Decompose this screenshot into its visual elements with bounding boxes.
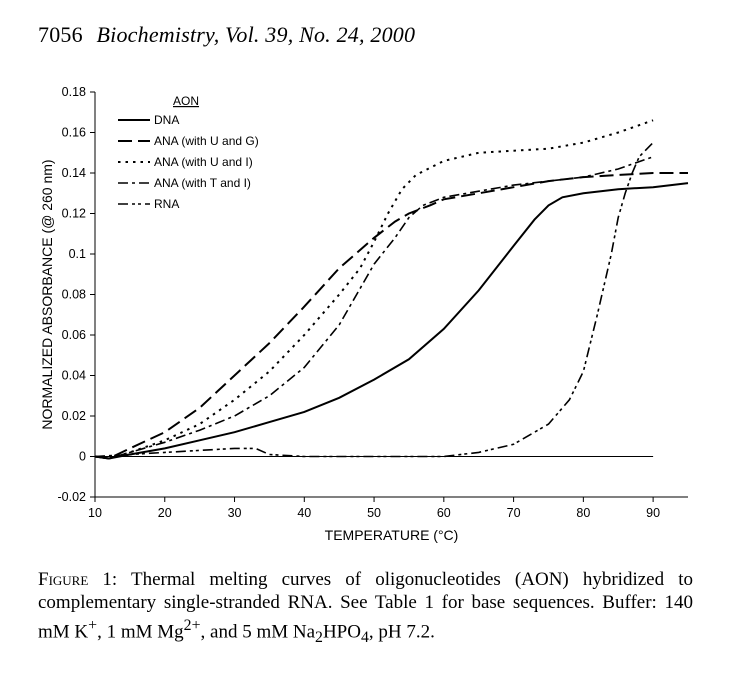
- series-line-1: [94, 182, 689, 460]
- y-tick-label: -0.02: [58, 490, 87, 504]
- y-tick-label: 0.06: [62, 328, 86, 342]
- series-line-5: [94, 142, 654, 458]
- x-tick-label: 50: [367, 506, 381, 520]
- y-tick-label: 0.04: [62, 369, 86, 383]
- caption-hpo: HPO: [322, 621, 361, 643]
- series-line-2: [94, 172, 688, 460]
- y-tick-label: 0.08: [62, 288, 86, 302]
- series-line-4: [94, 156, 654, 460]
- caption-label: Figure 1:: [38, 569, 118, 590]
- x-axis-label: TEMPERATURE (°C): [325, 527, 459, 543]
- chart-axes: -0.02 0 0.02 0.04 0.06 0.08 0.1 0.12 0.14 0.16 0.1…: [39, 85, 688, 543]
- y-tick-label: 0.02: [62, 409, 86, 423]
- y-tick-label: 0.16: [62, 126, 86, 140]
- x-tick-label: 20: [158, 506, 172, 520]
- legend-entry-4: ANA (with T and I): [154, 176, 251, 190]
- page-number: 7056: [38, 22, 83, 47]
- y-tick-label: 0.1: [69, 247, 86, 261]
- x-tick-label: 60: [437, 506, 451, 520]
- caption-text: Thermal melting curves of oligonucleotid…: [38, 569, 693, 643]
- y-tick-label: 0: [79, 450, 86, 464]
- legend-entry-1: DNA: [154, 113, 179, 127]
- x-tick-label: 30: [228, 506, 242, 520]
- caption-k-sup: +: [88, 617, 98, 634]
- y-tick-label: 0.14: [62, 166, 86, 180]
- caption-hpo-sub: 4: [360, 629, 369, 647]
- series-line-3: [94, 119, 654, 460]
- x-tick-label: 40: [297, 506, 311, 520]
- legend-title: AON: [173, 94, 199, 108]
- journal-citation: Biochemistry, Vol. 39, No. 24, 2000: [96, 22, 416, 47]
- figure-caption: Figure 1: Thermal melting curves of olig…: [38, 568, 693, 649]
- chart-legend: AON DNA ANA (with U and G) ANA (with U and …: [118, 94, 259, 211]
- y-tick-label: 0.12: [62, 207, 86, 221]
- legend-entry-5: RNA: [154, 197, 179, 211]
- caption-buffer-tail: , and 5 mM Na: [200, 621, 316, 643]
- caption-end: , pH 7.2.: [368, 621, 435, 643]
- caption-mg-sup: 2+: [183, 617, 201, 634]
- y-tick-label: 0.18: [62, 85, 86, 99]
- x-tick-label: 10: [88, 506, 102, 520]
- y-axis-label: NORMALIZED ABSORBANCE (@ 260 nm): [39, 159, 55, 429]
- caption-na-sub: 2: [315, 629, 323, 647]
- legend-entry-3: ANA (with U and I): [154, 155, 253, 169]
- x-tick-label: 70: [507, 506, 521, 520]
- caption-mg: , 1 mM Mg: [97, 621, 184, 643]
- chart-series: [94, 119, 689, 460]
- page-header: 7056 Biochemistry, Vol. 39, No. 24, 2000: [38, 22, 415, 48]
- legend-entry-2: ANA (with U and G): [154, 134, 259, 148]
- x-tick-label: 90: [646, 506, 660, 520]
- x-tick-label: 80: [576, 506, 590, 520]
- melting-curve-chart: -0.02 0 0.02 0.04 0.06 0.08 0.1 0.12 0.14 0.16 0.1…: [39, 85, 689, 543]
